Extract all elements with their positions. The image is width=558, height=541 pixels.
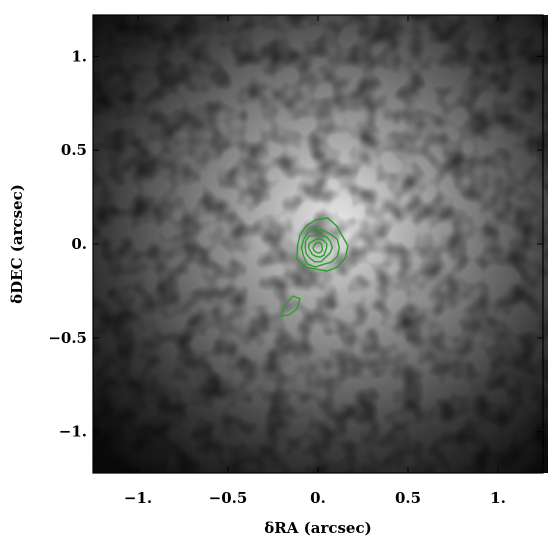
image-panel bbox=[93, 15, 548, 473]
y-tick-label: −1. bbox=[59, 423, 87, 441]
contour-ring bbox=[296, 217, 349, 272]
y-tick-label: 0. bbox=[71, 235, 87, 253]
tick-group: −1. −0.5 0. 0.5 1. 1. 0.5 0. −0.5 −1. bbox=[48, 15, 543, 507]
contour-ring bbox=[312, 241, 324, 254]
contour-ring bbox=[307, 238, 328, 258]
contour-ring bbox=[300, 226, 341, 268]
x-axis-label: δRA (arcsec) bbox=[264, 519, 371, 537]
intensity-noise bbox=[93, 15, 548, 473]
x-tick-label: −0.5 bbox=[209, 489, 248, 507]
x-tick-label: −1. bbox=[124, 489, 152, 507]
contour-secondary bbox=[280, 295, 301, 317]
y-tick-label: 1. bbox=[71, 47, 87, 65]
contour-ring bbox=[304, 234, 334, 263]
y-tick-label: −0.5 bbox=[48, 329, 87, 347]
x-tick-label: 0. bbox=[310, 489, 326, 507]
contour-group bbox=[280, 217, 349, 317]
y-axis-label: δDEC (arcsec) bbox=[8, 184, 26, 304]
x-tick-label: 0.5 bbox=[395, 489, 421, 507]
y-tick-label: 0.5 bbox=[61, 141, 87, 159]
x-tick-label: 1. bbox=[490, 489, 506, 507]
